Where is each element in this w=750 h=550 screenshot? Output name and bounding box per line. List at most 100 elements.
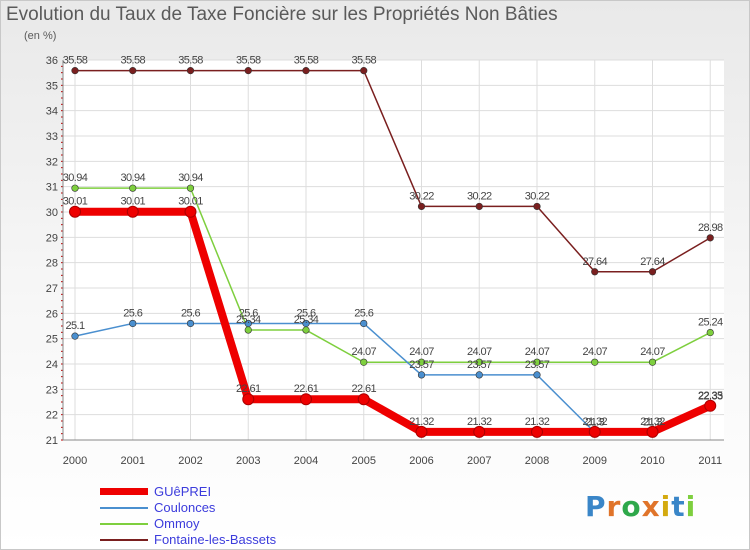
x-tick-label: 2003 (236, 455, 260, 467)
data-label: 21.32 (409, 416, 434, 428)
data-point (244, 326, 252, 334)
data-point (126, 205, 139, 218)
data-label: 21.32 (525, 416, 550, 428)
x-tick-label: 2002 (178, 455, 202, 467)
y-tick-label: 35 (46, 80, 58, 92)
data-label: 24.07 (409, 346, 434, 358)
y-tick-label: 31 (46, 182, 58, 194)
data-label: 22.61 (236, 383, 261, 395)
data-point (417, 358, 426, 366)
data-label: 30.01 (120, 196, 145, 208)
data-point (706, 328, 714, 337)
x-tick-label: 2001 (121, 455, 145, 467)
data-point (244, 67, 252, 75)
y-tick-label: 27 (46, 283, 58, 295)
data-point (473, 425, 486, 438)
data-point (591, 358, 599, 366)
series-line-3 (75, 69, 711, 273)
data-label: 30.01 (63, 196, 88, 208)
data-label: 25.34 (236, 314, 261, 326)
data-point (71, 184, 79, 192)
x-tick-label: 2011 (698, 455, 722, 467)
data-label: 30.22 (467, 190, 492, 202)
data-label: 24.07 (467, 346, 492, 358)
data-label: 21.3 (585, 416, 604, 428)
y-tick-label: 28 (46, 258, 58, 270)
y-tick-label: 34 (46, 106, 58, 118)
data-label: 25.6 (123, 307, 142, 319)
legend-label: Fontaine-les-Bassets (154, 532, 277, 547)
data-point (360, 319, 368, 328)
data-label: 23.57 (467, 359, 492, 371)
y-tick-label: 33 (46, 131, 58, 143)
data-point (71, 67, 79, 75)
data-label: 21.32 (582, 416, 607, 428)
data-label: 25.1 (65, 320, 84, 332)
data-point (360, 67, 368, 75)
data-label: 24.07 (640, 346, 665, 358)
data-label: 30.22 (525, 190, 550, 202)
data-point (186, 184, 195, 192)
data-label: 35.58 (178, 55, 203, 67)
y-tick-label: 21 (46, 435, 58, 447)
y-tick-label: 36 (46, 55, 58, 67)
data-label: 21.32 (467, 416, 492, 428)
x-tick-label: 2006 (409, 455, 433, 467)
data-point (129, 67, 137, 75)
x-tick-label: 2008 (525, 455, 549, 467)
data-label: 35.58 (236, 55, 261, 67)
chart-title: Evolution du Taux de Taxe Foncière sur l… (6, 4, 558, 25)
y-tick-label: 29 (46, 232, 58, 244)
data-point (591, 268, 599, 276)
data-label: 25.6 (181, 307, 200, 319)
y-tick-label: 25 (46, 334, 58, 346)
data-label: 35.58 (351, 55, 376, 67)
data-point (588, 425, 601, 438)
data-label: 22.33 (698, 390, 723, 402)
data-label: 23.57 (525, 359, 550, 371)
data-point (300, 393, 312, 406)
data-point (302, 326, 310, 334)
series (69, 67, 717, 438)
legend-swatch (100, 523, 148, 525)
data-label: 22.35 (698, 390, 723, 402)
data-label: 22.61 (294, 383, 319, 395)
y-tick-label: 30 (46, 207, 58, 219)
data-label: 30.94 (178, 172, 203, 184)
data-label: 24.07 (525, 346, 550, 358)
data-label: 25.24 (698, 317, 723, 329)
y-tick-label: 32 (46, 156, 58, 168)
data-label: 27.64 (582, 256, 607, 268)
data-label: 30.94 (63, 172, 88, 184)
plot-area (63, 60, 724, 440)
data-point (475, 371, 483, 379)
data-point (533, 202, 541, 211)
y-tick-label: 22 (46, 410, 58, 422)
data-label: 27.64 (640, 256, 665, 268)
data-point (417, 202, 426, 211)
data-point (71, 332, 79, 340)
data-point (417, 371, 426, 379)
data-point (415, 425, 428, 438)
data-label: 35.58 (63, 55, 88, 67)
data-label: 30.01 (178, 196, 203, 208)
data-point (242, 393, 255, 406)
data-point (475, 358, 483, 366)
data-label: 35.58 (294, 55, 319, 67)
data-label: 25.34 (294, 314, 319, 326)
data-label: 21.32 (640, 416, 665, 428)
data-point (533, 371, 541, 379)
data-point (360, 358, 368, 366)
y-tick-label: 26 (46, 308, 58, 320)
data-point (648, 358, 657, 366)
legend-swatch (100, 539, 148, 541)
legend-label: Coulonces (154, 500, 216, 515)
legend-label: GUêPREI (154, 484, 212, 499)
x-tick-label: 2009 (583, 455, 607, 467)
x-tick-label: 2010 (640, 455, 664, 467)
grid (63, 59, 724, 441)
data-point (357, 393, 370, 406)
data-point (648, 268, 657, 276)
